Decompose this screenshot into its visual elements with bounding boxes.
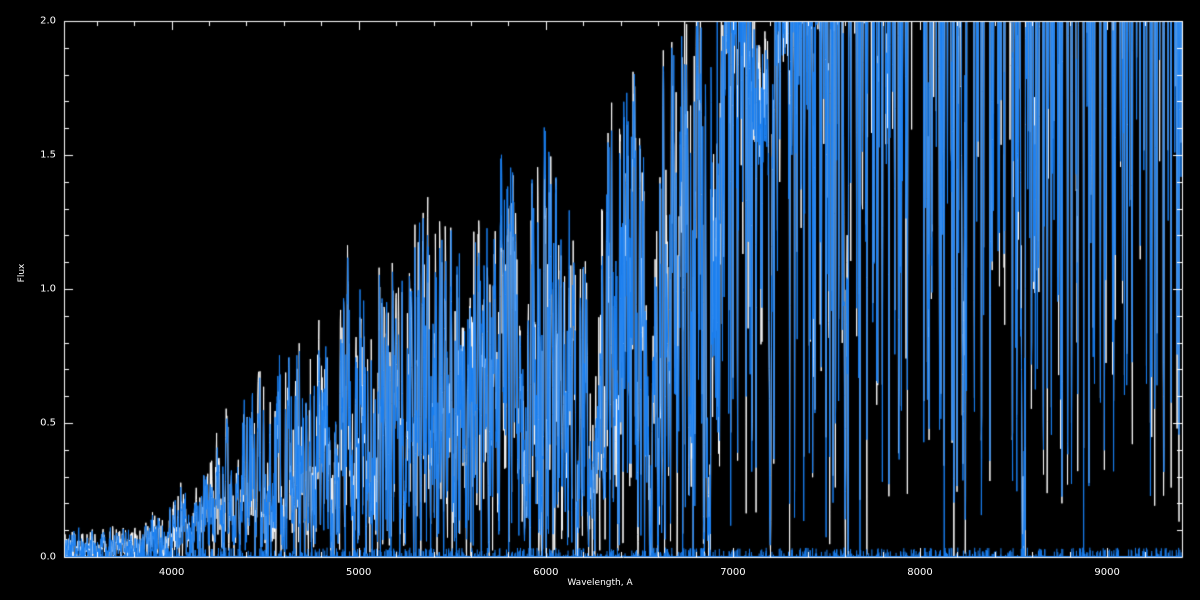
x-tick-label: 8000 bbox=[907, 567, 933, 578]
x-tick-label: 7000 bbox=[720, 567, 746, 578]
x-tick-label: 4000 bbox=[158, 567, 185, 578]
y-tick-label: 1.0 bbox=[40, 283, 56, 295]
y-tick-label: 2.0 bbox=[40, 15, 56, 27]
x-tick-label: 9000 bbox=[1094, 567, 1120, 578]
x-axis-label: Wavelength, A bbox=[567, 578, 633, 588]
y-tick-label: 0.5 bbox=[40, 417, 56, 429]
x-tick-label: 6000 bbox=[533, 567, 559, 578]
y-tick-label: 0.0 bbox=[40, 551, 56, 563]
y-tick-label: 1.5 bbox=[40, 149, 56, 161]
x-tick-label: 5000 bbox=[345, 567, 372, 578]
